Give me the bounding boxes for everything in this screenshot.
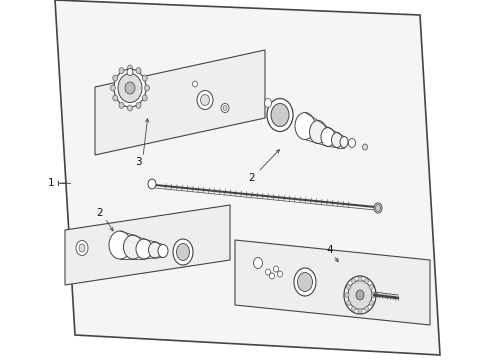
Ellipse shape: [369, 301, 373, 306]
Ellipse shape: [76, 240, 88, 256]
Ellipse shape: [111, 85, 116, 91]
Ellipse shape: [197, 90, 213, 109]
Ellipse shape: [79, 244, 85, 252]
Ellipse shape: [358, 276, 362, 282]
Polygon shape: [95, 50, 265, 155]
Ellipse shape: [136, 102, 141, 108]
Ellipse shape: [294, 268, 316, 296]
Polygon shape: [65, 205, 230, 285]
Ellipse shape: [127, 65, 132, 71]
Ellipse shape: [173, 239, 193, 265]
Ellipse shape: [374, 203, 382, 213]
Ellipse shape: [351, 306, 356, 311]
Text: 3: 3: [135, 157, 141, 167]
Ellipse shape: [358, 309, 362, 314]
Text: 1: 1: [48, 178, 54, 188]
Ellipse shape: [344, 276, 376, 314]
Ellipse shape: [295, 112, 315, 139]
Text: 2: 2: [97, 208, 103, 218]
Ellipse shape: [340, 136, 348, 148]
Ellipse shape: [113, 95, 118, 101]
Ellipse shape: [321, 127, 335, 147]
Ellipse shape: [127, 68, 133, 76]
Ellipse shape: [123, 235, 143, 259]
Ellipse shape: [114, 69, 146, 107]
Ellipse shape: [118, 73, 142, 103]
Ellipse shape: [365, 306, 368, 311]
Ellipse shape: [142, 75, 147, 81]
Ellipse shape: [310, 121, 326, 144]
Ellipse shape: [125, 82, 135, 94]
Ellipse shape: [223, 105, 227, 111]
Ellipse shape: [109, 231, 131, 259]
Ellipse shape: [119, 102, 124, 108]
Ellipse shape: [363, 144, 368, 150]
Ellipse shape: [136, 68, 141, 74]
Text: 4: 4: [327, 245, 333, 255]
Ellipse shape: [253, 257, 263, 269]
Polygon shape: [55, 0, 440, 355]
Ellipse shape: [369, 284, 373, 289]
Ellipse shape: [221, 104, 229, 112]
Ellipse shape: [142, 95, 147, 101]
Ellipse shape: [348, 280, 372, 310]
Ellipse shape: [136, 239, 152, 259]
Ellipse shape: [273, 266, 278, 272]
Ellipse shape: [266, 269, 270, 275]
Ellipse shape: [297, 273, 313, 292]
Ellipse shape: [347, 284, 351, 289]
Text: 2: 2: [249, 173, 255, 183]
Ellipse shape: [351, 279, 356, 284]
Ellipse shape: [113, 75, 118, 81]
Ellipse shape: [145, 85, 149, 91]
Ellipse shape: [127, 105, 132, 111]
Ellipse shape: [148, 179, 156, 189]
Ellipse shape: [271, 104, 289, 126]
Ellipse shape: [193, 81, 197, 87]
Ellipse shape: [148, 242, 162, 258]
Ellipse shape: [119, 68, 124, 74]
Ellipse shape: [267, 99, 293, 131]
Ellipse shape: [347, 301, 351, 306]
Ellipse shape: [365, 279, 368, 284]
Ellipse shape: [348, 139, 356, 148]
Ellipse shape: [270, 273, 274, 279]
Ellipse shape: [158, 244, 168, 257]
Ellipse shape: [356, 290, 364, 300]
Polygon shape: [235, 240, 430, 325]
Ellipse shape: [332, 132, 343, 148]
Ellipse shape: [371, 292, 375, 297]
Ellipse shape: [277, 271, 283, 277]
Ellipse shape: [375, 204, 381, 211]
Ellipse shape: [200, 94, 210, 105]
Ellipse shape: [176, 243, 190, 261]
Ellipse shape: [265, 99, 271, 108]
Ellipse shape: [345, 292, 349, 297]
